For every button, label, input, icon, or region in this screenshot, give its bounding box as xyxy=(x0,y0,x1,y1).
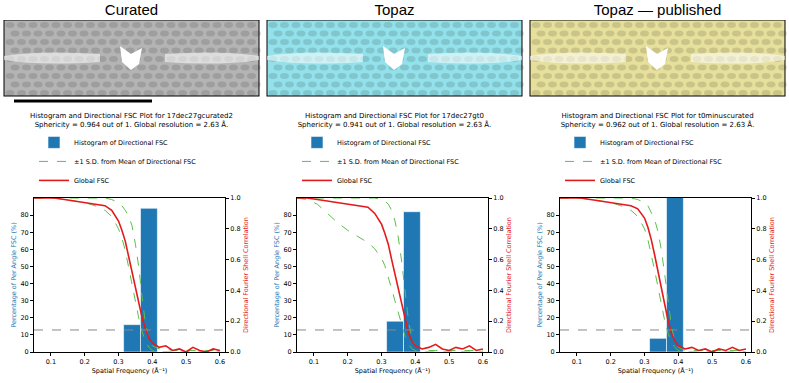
svg-text:0.4: 0.4 xyxy=(147,358,157,366)
svg-text:0.6: 0.6 xyxy=(478,358,488,366)
svg-text:Global FSC: Global FSC xyxy=(337,177,373,185)
svg-text:0.4: 0.4 xyxy=(756,287,766,295)
svg-text:40: 40 xyxy=(283,280,291,288)
svg-text:20: 20 xyxy=(20,314,28,322)
svg-text:±1 S.D. from Mean of Direction: ±1 S.D. from Mean of Directional FSC xyxy=(74,158,196,166)
svg-text:30: 30 xyxy=(20,297,28,305)
svg-text:0: 0 xyxy=(551,348,555,356)
svg-text:10: 10 xyxy=(20,331,28,339)
svg-text:Spatial Frequency (Å⁻¹): Spatial Frequency (Å⁻¹) xyxy=(355,366,431,375)
svg-text:0: 0 xyxy=(25,348,29,356)
svg-text:0.6: 0.6 xyxy=(741,358,751,366)
svg-text:0.4: 0.4 xyxy=(410,358,420,366)
svg-text:0.3: 0.3 xyxy=(639,358,649,366)
svg-text:0.6: 0.6 xyxy=(756,256,766,264)
svg-text:50: 50 xyxy=(546,263,554,271)
svg-text:Directional Fourier Shell Corr: Directional Fourier Shell Correlation xyxy=(768,217,776,333)
svg-text:Percentage of Per Angle FSC (%: Percentage of Per Angle FSC (%) xyxy=(10,222,18,328)
svg-text:Histogram and Directional FSC: Histogram and Directional FSC Plot for t… xyxy=(561,112,755,129)
svg-text:50: 50 xyxy=(20,263,28,271)
svg-text:0.1: 0.1 xyxy=(572,358,582,366)
svg-text:±1 S.D. from Mean of Direction: ±1 S.D. from Mean of Directional FSC xyxy=(600,158,722,166)
svg-text:0.6: 0.6 xyxy=(215,358,225,366)
svg-text:Percentage of Per Angle FSC (%: Percentage of Per Angle FSC (%) xyxy=(273,222,281,328)
svg-text:40: 40 xyxy=(546,280,554,288)
svg-text:0.3: 0.3 xyxy=(376,358,386,366)
svg-text:Histogram and Directional FSC: Histogram and Directional FSC Plot for 1… xyxy=(30,112,233,129)
svg-text:30: 30 xyxy=(283,297,291,305)
svg-text:60: 60 xyxy=(283,246,291,254)
svg-text:Histogram of Directional FSC: Histogram of Directional FSC xyxy=(74,139,168,147)
svg-text:20: 20 xyxy=(283,314,291,322)
svg-text:40: 40 xyxy=(20,280,28,288)
svg-text:Directional Fourier Shell Corr: Directional Fourier Shell Correlation xyxy=(505,217,513,333)
svg-text:0.5: 0.5 xyxy=(181,358,191,366)
html-text:Topaz — published: Topaz — published xyxy=(593,1,722,18)
svg-text:0.3: 0.3 xyxy=(113,358,123,366)
svg-text:0.4: 0.4 xyxy=(493,287,503,295)
svg-text:10: 10 xyxy=(283,331,291,339)
svg-text:0.4: 0.4 xyxy=(230,287,240,295)
html-text:Topaz: Topaz xyxy=(374,1,415,18)
svg-text:0.8: 0.8 xyxy=(756,225,766,233)
svg-text:Histogram and Directional FSC: Histogram and Directional FSC Plot for 1… xyxy=(298,112,492,129)
svg-text:60: 60 xyxy=(546,246,554,254)
svg-text:50: 50 xyxy=(283,263,291,271)
svg-text:±1 S.D. from Mean of Direction: ±1 S.D. from Mean of Directional FSC xyxy=(337,158,459,166)
svg-text:Histogram of Directional FSC: Histogram of Directional FSC xyxy=(600,139,694,147)
svg-text:0.4: 0.4 xyxy=(673,358,683,366)
svg-text:0.2: 0.2 xyxy=(230,317,240,325)
svg-text:70: 70 xyxy=(283,228,291,236)
svg-text:80: 80 xyxy=(546,211,554,219)
svg-text:0.5: 0.5 xyxy=(707,358,717,366)
svg-text:Global FSC: Global FSC xyxy=(600,177,636,185)
svg-text:0.2: 0.2 xyxy=(756,317,766,325)
svg-text:0.8: 0.8 xyxy=(230,225,240,233)
svg-text:0.0: 0.0 xyxy=(756,348,766,356)
svg-text:0.8: 0.8 xyxy=(493,225,503,233)
svg-text:1.0: 1.0 xyxy=(493,194,503,202)
svg-text:1.0: 1.0 xyxy=(756,194,766,202)
svg-text:0.6: 0.6 xyxy=(230,256,240,264)
svg-text:Percentage of Per Angle FSC (%: Percentage of Per Angle FSC (%) xyxy=(536,222,544,328)
svg-text:30: 30 xyxy=(546,297,554,305)
svg-text:0.2: 0.2 xyxy=(606,358,616,366)
svg-text:1.0: 1.0 xyxy=(230,194,240,202)
html-text:Curated: Curated xyxy=(104,1,159,18)
svg-text:10: 10 xyxy=(546,331,554,339)
svg-text:0.2: 0.2 xyxy=(80,358,90,366)
svg-text:0.0: 0.0 xyxy=(493,348,503,356)
svg-text:0.0: 0.0 xyxy=(230,348,240,356)
svg-text:0.2: 0.2 xyxy=(493,317,503,325)
svg-text:70: 70 xyxy=(20,228,28,236)
svg-text:20: 20 xyxy=(546,314,554,322)
svg-text:Histogram of Directional FSC: Histogram of Directional FSC xyxy=(337,139,431,147)
svg-text:80: 80 xyxy=(20,211,28,219)
svg-text:80: 80 xyxy=(283,211,291,219)
svg-text:Global FSC: Global FSC xyxy=(74,177,110,185)
svg-text:0.1: 0.1 xyxy=(46,358,56,366)
svg-text:0.2: 0.2 xyxy=(343,358,353,366)
svg-text:Spatial Frequency (Å⁻¹): Spatial Frequency (Å⁻¹) xyxy=(618,366,694,375)
svg-text:0.5: 0.5 xyxy=(444,358,454,366)
svg-text:Spatial Frequency (Å⁻¹): Spatial Frequency (Å⁻¹) xyxy=(92,366,168,375)
svg-text:70: 70 xyxy=(546,228,554,236)
svg-text:Directional Fourier Shell Corr: Directional Fourier Shell Correlation xyxy=(242,217,250,333)
svg-text:0: 0 xyxy=(288,348,292,356)
svg-text:0.1: 0.1 xyxy=(309,358,319,366)
svg-text:0.6: 0.6 xyxy=(493,256,503,264)
svg-text:60: 60 xyxy=(20,246,28,254)
